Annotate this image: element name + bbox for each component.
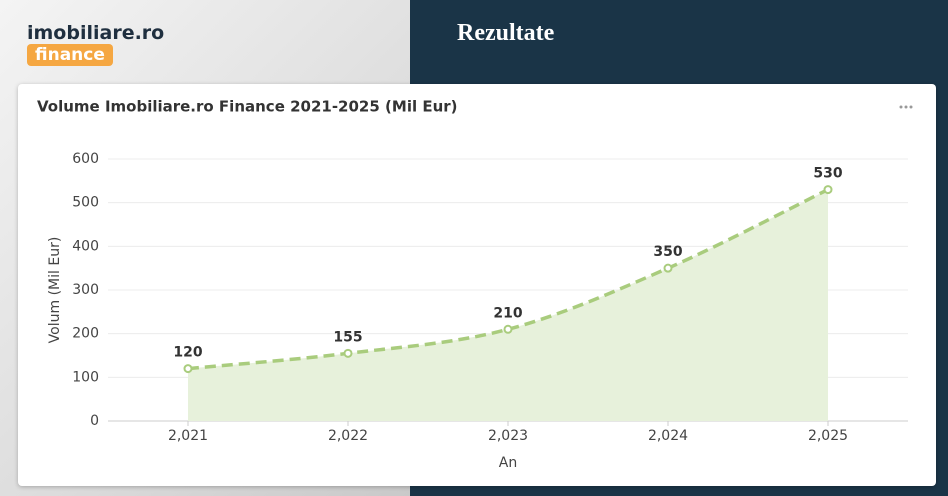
y-tick-label: 0 (90, 413, 99, 429)
menu-icon[interactable] (899, 105, 913, 109)
chart-title: Volume Imobiliare.ro Finance 2021-2025 (… (37, 98, 458, 116)
x-axis-label: An (499, 455, 517, 471)
x-tick-label: 2,024 (648, 428, 688, 444)
area (188, 189, 828, 421)
data-label: 530 (813, 166, 842, 182)
x-tick-label: 2,021 (168, 428, 208, 444)
x-tick-label: 2,023 (488, 428, 528, 444)
section-title: Rezultate (457, 20, 555, 46)
y-axis-label: Volum (Mil Eur) (47, 237, 63, 344)
data-label: 155 (333, 329, 362, 345)
y-tick-label: 200 (72, 326, 99, 342)
y-tick-label: 400 (72, 238, 99, 254)
point (343, 348, 353, 358)
logo-badge: finance (27, 44, 113, 66)
y-tick-label: 500 (72, 195, 99, 211)
y-tick-label: 600 (72, 151, 99, 167)
data-label: 350 (653, 244, 682, 260)
x-tick-label: 2,022 (328, 428, 368, 444)
y-tick-label: 100 (72, 369, 99, 385)
data-label: 210 (493, 305, 522, 321)
point (663, 263, 673, 273)
y-tick-label: 300 (72, 282, 99, 298)
point (503, 324, 513, 334)
logo-text: imobiliare.ro (27, 22, 165, 44)
point (183, 364, 193, 374)
point (823, 185, 833, 195)
x-tick-label: 2,025 (808, 428, 848, 444)
line (187, 187, 829, 371)
data-label: 120 (173, 345, 202, 361)
